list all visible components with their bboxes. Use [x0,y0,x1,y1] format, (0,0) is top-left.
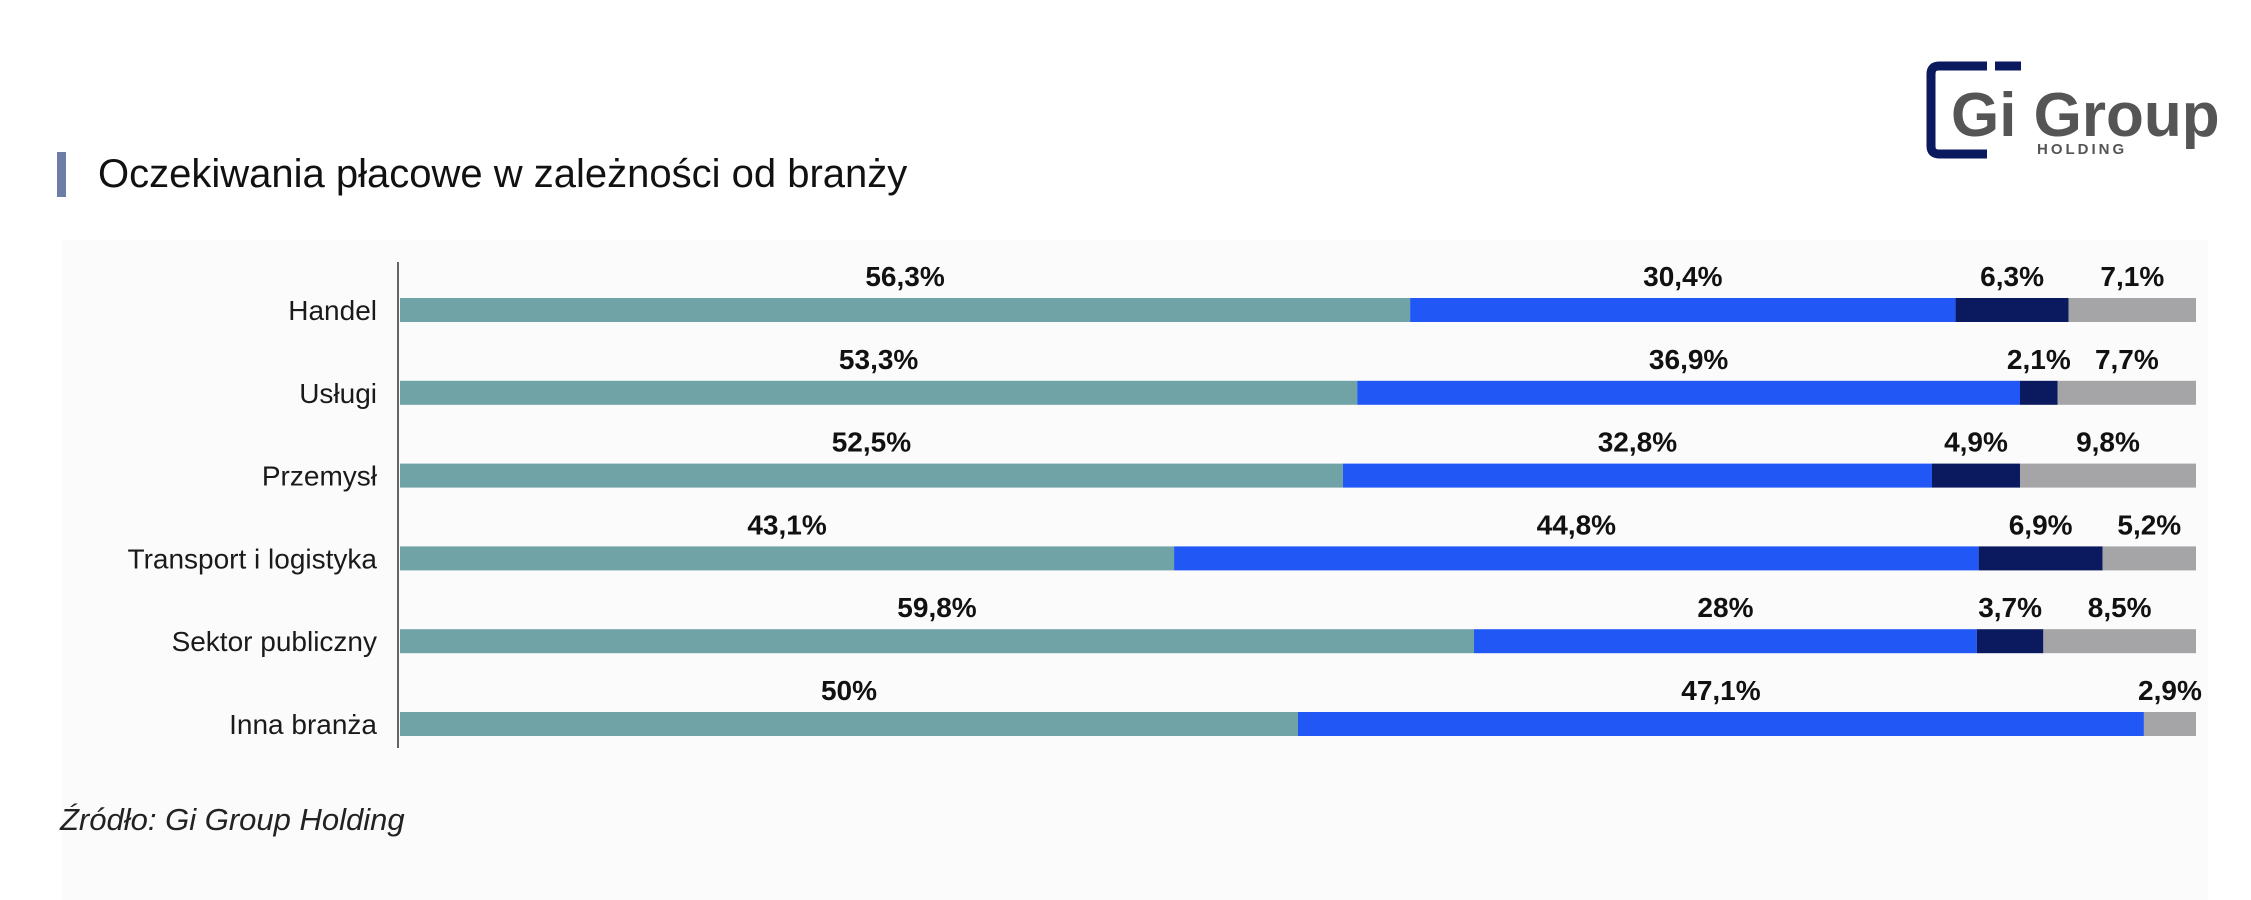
logo-sub-text: HOLDING [2037,141,2127,158]
gi-group-logo-graphic: Gi Group HOLDING [1926,61,2220,159]
value-label-inna-bran-a-series-4: 2,9% [2138,675,2202,706]
value-label-przemys--series-1: 52,5% [832,427,911,458]
value-label-transport-i-logistyka-series-2: 44,8% [1537,509,1616,540]
gi-group-logo: Gi Group HOLDING [1925,58,2225,173]
bar-handel-series-4 [2068,298,2196,322]
value-label-transport-i-logistyka-series-4: 5,2% [2117,509,2181,540]
bar-us-ugi-series-3 [2019,380,2058,405]
value-label-przemys--series-4: 9,8% [2076,427,2140,458]
bar-us-ugi-series-2 [1357,380,2020,405]
category-labels: Handel Usługi Przemysł Transport i logistyk… [128,295,378,740]
bar-inna-bran-a-series-2 [1298,712,2144,736]
bar-przemys--series-4 [2019,463,2196,488]
value-label-handel-series-1: 56,3% [865,261,944,292]
category-label-us-ugi: Usługi [299,378,377,409]
value-label-transport-i-logistyka-series-1: 43,1% [747,509,826,540]
bar-sektor-publiczny-series-1 [400,629,1475,654]
value-label-handel-series-3: 6,3% [1980,261,2044,292]
category-label-handel: Handel [288,295,377,326]
category-label-sektor-publiczny: Sektor publiczny [172,626,377,657]
bar-us-ugi-series-1 [400,380,1358,405]
value-label-us-ugi-series-3: 2,1% [2007,344,2071,375]
bar-inna-bran-a-series-1 [400,712,1298,736]
value-label-transport-i-logistyka-series-3: 6,9% [2009,509,2073,540]
bar-transport-i-logistyka-series-2 [1174,546,1979,571]
bar-transport-i-logistyka-series-3 [1978,546,2103,571]
bar-transport-i-logistyka-series-4 [2102,546,2196,571]
value-label-us-ugi-series-1: 53,3% [839,344,918,375]
value-label-inna-bran-a-series-1: 50% [821,675,877,706]
category-label-przemys-: Przemysł [262,461,378,492]
bar-handel-series-2 [1410,298,1956,322]
bar-przemys--series-3 [1931,463,2020,488]
bar-sektor-publiczny-series-3 [1976,629,2044,654]
bar-us-ugi-series-4 [2057,380,2196,405]
title-accent-bar [57,152,66,197]
bar-handel-series-1 [400,298,1411,322]
value-label-sektor-publiczny-series-4: 8,5% [2088,592,2152,623]
bar-sektor-publiczny-series-2 [1474,629,1977,654]
value-label-sektor-publiczny-series-3: 3,7% [1978,592,2042,623]
value-label-us-ugi-series-4: 7,7% [2095,344,2159,375]
bar-handel-series-3 [1955,298,2069,322]
category-label-transport-i-logistyka: Transport i logistyka [128,543,378,574]
logo-main-text: Gi Group [1951,81,2220,150]
bar-sektor-publiczny-series-4 [2043,629,2196,654]
bar-transport-i-logistyka-series-1 [400,546,1175,571]
value-label-przemys--series-3: 4,9% [1944,427,2008,458]
page-title: Oczekiwania płacowe w zależności od bran… [98,152,908,196]
value-labels: 56,3% 30,4% 6,3% 7,1% 53,3% 36,9% 2,1% 7,7% 52,5… [747,261,2202,706]
value-label-inna-bran-a-series-2: 47,1% [1681,675,1760,706]
source-note: Źródło: Gi Group Holding [60,802,405,837]
value-label-sektor-publiczny-series-1: 59,8% [897,592,976,623]
value-label-us-ugi-series-2: 36,9% [1649,344,1728,375]
bar-inna-bran-a-series-4 [2143,712,2196,736]
value-label-handel-series-2: 30,4% [1643,261,1722,292]
value-label-sektor-publiczny-series-2: 28% [1697,592,1753,623]
bar-przemys--series-2 [1342,463,1932,488]
bar-przemys--series-1 [400,463,1343,488]
category-label-inna-bran-a: Inna branża [229,709,377,740]
bar-group [400,298,2196,736]
value-label-przemys--series-2: 32,8% [1598,427,1677,458]
value-label-handel-series-4: 7,1% [2100,261,2164,292]
